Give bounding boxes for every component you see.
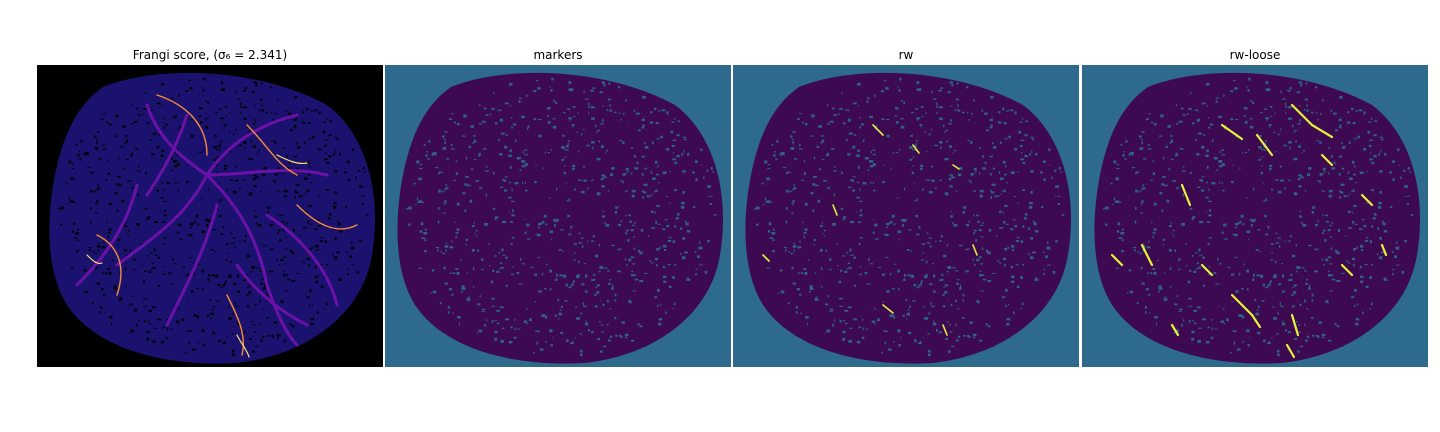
panel-title: rw bbox=[898, 48, 914, 62]
frangi-score-image bbox=[37, 65, 383, 367]
rw-image bbox=[733, 65, 1079, 367]
panel-title: rw-loose bbox=[1229, 48, 1281, 62]
rw-panel: rw bbox=[733, 46, 1079, 368]
rw-loose-image bbox=[1082, 65, 1428, 367]
rw-loose-panel: rw-loose bbox=[1082, 46, 1428, 368]
panel-title: markers bbox=[533, 48, 583, 62]
markers-image bbox=[385, 65, 731, 367]
markers-panel: markers bbox=[385, 46, 731, 368]
frangi-score-panel: Frangi score, (σ₆ = 2.341) bbox=[37, 46, 383, 368]
panel-title: Frangi score, (σ₆ = 2.341) bbox=[132, 48, 288, 62]
